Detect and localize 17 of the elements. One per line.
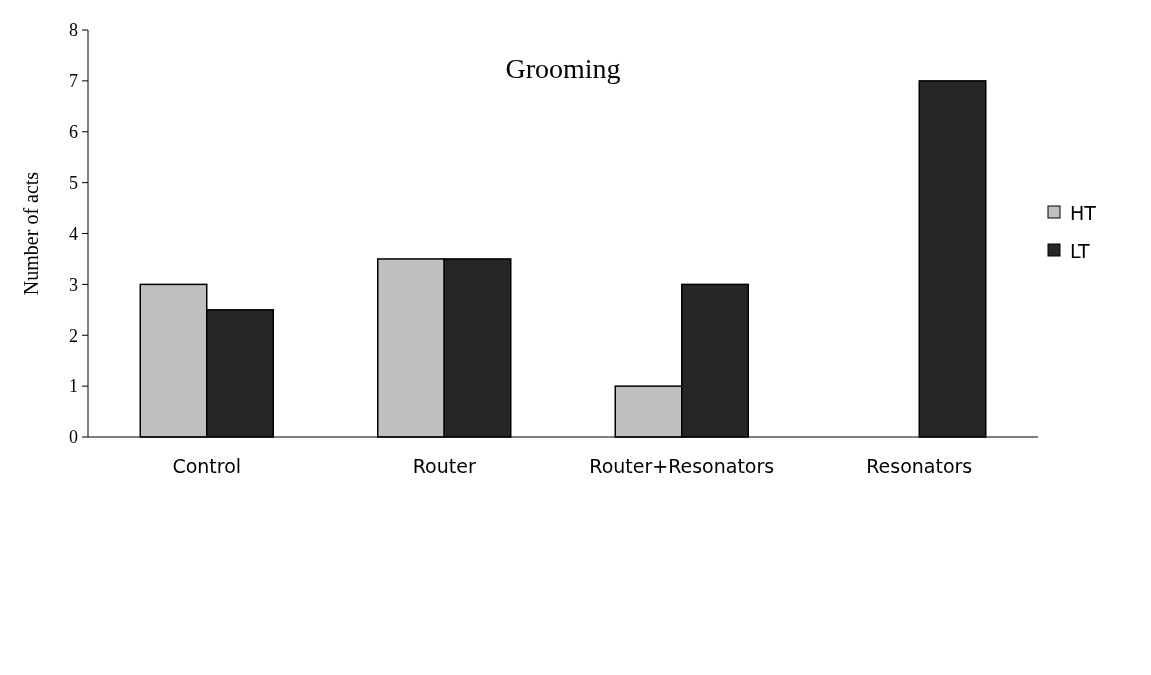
y-tick-label: 8	[69, 20, 78, 41]
x-tick-label: Control	[172, 455, 242, 477]
y-tick-label: 2	[69, 325, 78, 346]
y-tick-label: 7	[69, 71, 78, 92]
legend-label: LT	[1070, 239, 1090, 262]
text: Grooming	[505, 53, 621, 84]
y-tick-label: 5	[69, 172, 78, 193]
y-tick-label: 6	[69, 122, 78, 143]
x-tick-label: Router	[412, 455, 476, 477]
y-axis-title: Number of acts	[20, 171, 42, 296]
x-tick-label: Router+Resonators	[589, 455, 775, 477]
y-tick-label: 0	[69, 427, 78, 448]
x-tick-label: Resonators	[866, 455, 973, 477]
y-tick-label: 1	[69, 376, 78, 397]
legend-label: HT	[1070, 201, 1097, 224]
y-tick-label: 4	[69, 223, 78, 244]
y-tick-label: 3	[69, 274, 78, 295]
